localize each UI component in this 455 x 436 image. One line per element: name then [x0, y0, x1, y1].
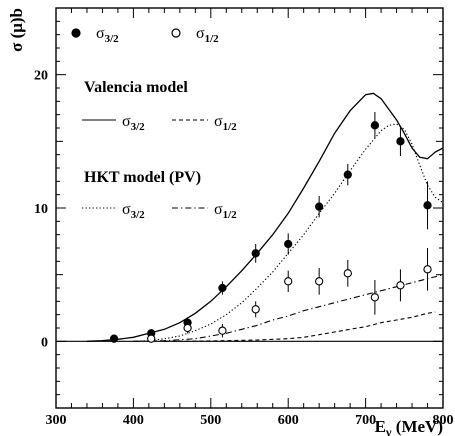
data-point-open: [423, 265, 432, 274]
legend-symbol: σ: [96, 25, 105, 42]
x-tick-label: 700: [355, 413, 376, 428]
data-point-open: [370, 293, 380, 302]
x-tick-label: 600: [278, 413, 299, 428]
y-tick-label: 10: [34, 202, 48, 217]
legend-group-title: HKT model (PV): [84, 169, 201, 186]
legend-data-label: σ3/2: [96, 25, 119, 45]
legend-subscript: 3/2: [105, 33, 120, 45]
model-curve-dashed: [164, 311, 436, 342]
data-points: [109, 112, 432, 343]
legend-subscript: 3/2: [131, 209, 146, 221]
data-point-open: [251, 305, 260, 314]
y-axis-label: σ (μ)b: [7, 8, 26, 52]
legend-symbol: σ: [196, 25, 205, 42]
legend-group-title: Valencia model: [84, 79, 188, 96]
y-tick-label: 20: [34, 69, 48, 84]
data-point-filled: [251, 249, 260, 258]
axis-labels: Eγ (MeV) σ (μ)b: [7, 8, 443, 436]
legend-symbol: σ: [122, 113, 131, 130]
legend-subscript: 1/2: [223, 121, 238, 133]
legend-curve-label: σ1/2: [214, 201, 237, 221]
data-point-open: [343, 269, 352, 278]
data-point-filled: [396, 137, 405, 146]
data-point-open: [218, 326, 227, 335]
legend-symbol: σ: [122, 201, 131, 218]
legend-subscript: 3/2: [131, 121, 146, 133]
axis-ticks: 300 400 500 600 700 800 0 10 20: [34, 7, 454, 428]
data-point-filled: [370, 121, 380, 130]
y-tick-label: 0: [41, 335, 48, 350]
x-axis-unit: (MeV): [392, 417, 443, 436]
data-point-filled: [315, 202, 324, 211]
legend-curve-label: σ1/2: [214, 113, 237, 133]
data-point-filled: [109, 334, 119, 343]
x-axis-subscript: γ: [385, 425, 392, 436]
x-tick-label: 500: [200, 413, 221, 428]
data-point-filled: [218, 283, 227, 293]
legend-curve-label: σ3/2: [122, 113, 145, 133]
model-curve-dotted: [133, 123, 444, 342]
x-tick-label: 400: [123, 413, 144, 428]
model-curve-solid: [86, 92, 444, 342]
data-point-open: [147, 334, 156, 343]
legend-subscript: 1/2: [223, 209, 238, 221]
data-point-filled: [423, 201, 432, 210]
data-point-open: [183, 323, 192, 333]
legend-symbol: σ: [214, 113, 223, 130]
legend-curve-label: σ3/2: [122, 201, 145, 221]
legend-marker-open-circle: [171, 28, 181, 38]
data-point-filled: [343, 170, 352, 179]
x-axis-symbol: E: [375, 417, 386, 436]
data-point-open: [284, 277, 293, 286]
legend-marker-filled-circle: [71, 28, 81, 38]
x-tick-label: 800: [433, 413, 454, 428]
x-tick-label: 300: [46, 413, 67, 428]
legend-subscript: 1/2: [205, 33, 220, 45]
data-point-open: [315, 277, 324, 286]
x-axis-label: Eγ (MeV): [375, 417, 443, 436]
legend-data-label: σ1/2: [196, 25, 219, 45]
data-point-filled: [284, 239, 293, 249]
data-point-open: [396, 281, 405, 290]
legend-symbol: σ: [214, 201, 223, 218]
